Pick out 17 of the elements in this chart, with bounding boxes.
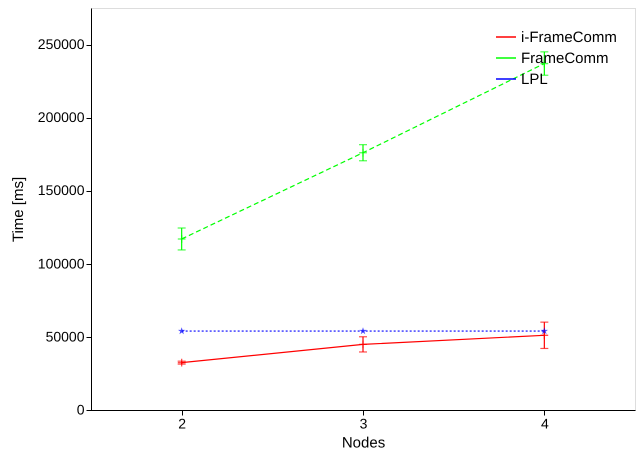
x-tick-label: 4	[540, 416, 549, 432]
x-tick-label: 3	[360, 416, 368, 432]
y-tick-label: 0	[76, 402, 85, 418]
legend-label: i-FrameComm	[521, 29, 617, 46]
point	[359, 327, 367, 334]
y-axis-title: Time [ms]	[10, 176, 27, 242]
y-tick-label: 150000	[38, 182, 85, 198]
y-tick-label: 50000	[46, 328, 85, 344]
y-tick-label: 250000	[38, 36, 85, 52]
legend-label: LPL	[521, 71, 548, 88]
x-axis-title: Nodes	[342, 434, 386, 452]
x-tick-label: 2	[178, 416, 186, 432]
point	[540, 327, 548, 334]
point	[178, 327, 186, 334]
y-tick-label: 200000	[38, 109, 85, 126]
point	[177, 358, 186, 368]
y-tick-label: 100000	[38, 255, 85, 272]
